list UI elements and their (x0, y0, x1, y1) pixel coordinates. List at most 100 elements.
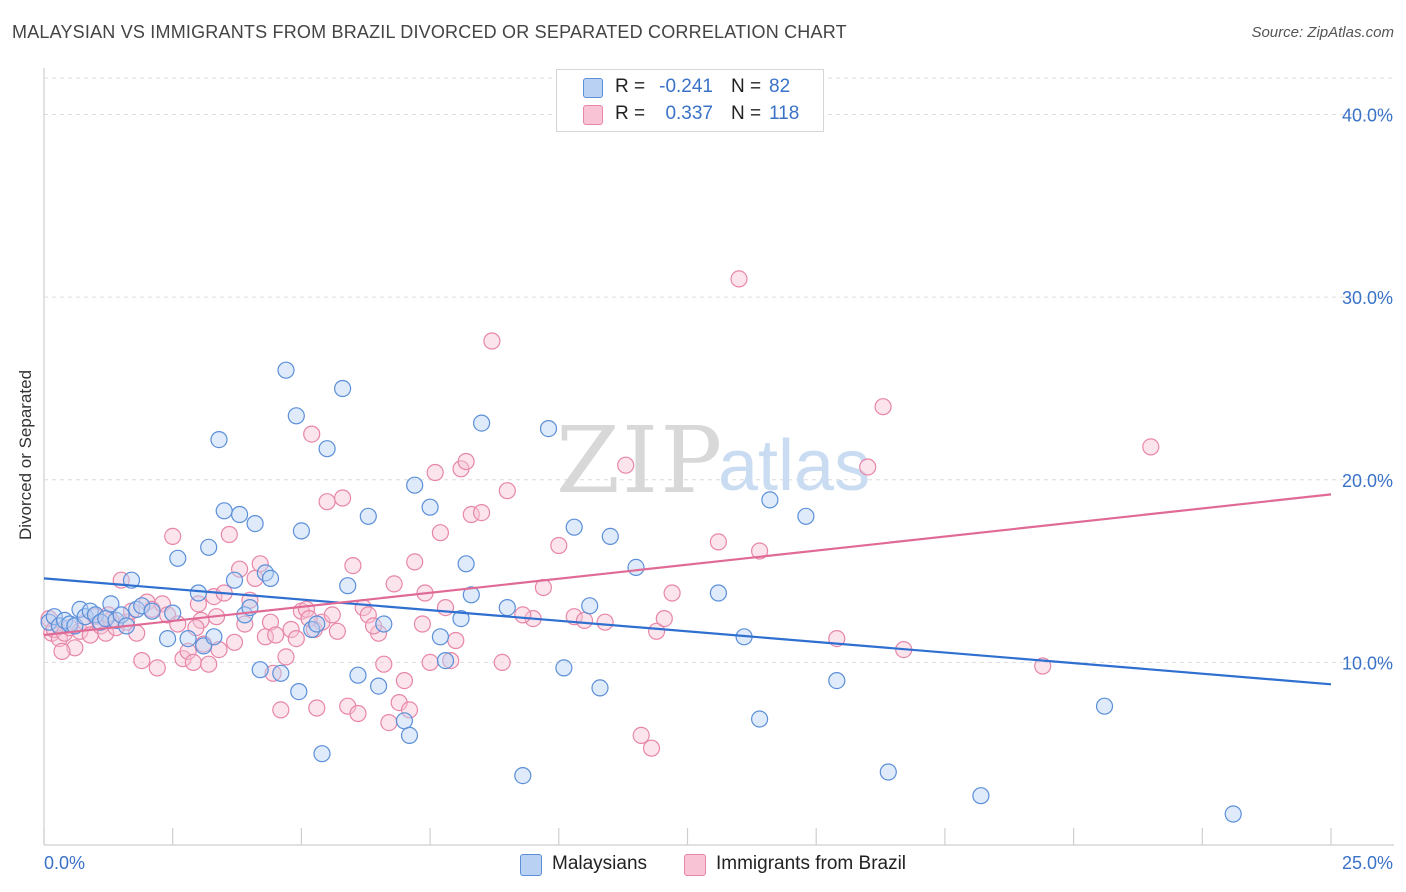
brazil-point (655, 609, 673, 628)
brazil-point (251, 555, 269, 573)
malaysian-point (246, 514, 264, 533)
legend-n-label: N = (731, 76, 762, 97)
brazil-point (550, 536, 568, 555)
malaysian-point (828, 671, 846, 690)
brazil-point (859, 458, 877, 476)
source-label: Source: ZipAtlas.com (1251, 24, 1394, 41)
malaysian-point (452, 609, 470, 628)
brazil-point (164, 527, 182, 546)
brazil-point (53, 642, 71, 661)
brazil-point (364, 617, 383, 635)
malaysian-point (287, 407, 305, 425)
legend-row-brazil: R = 0.337 N = 118 (557, 101, 823, 127)
brazil-point (282, 620, 300, 639)
series-legend: Malaysians Immigrants from Brazil (0, 852, 1406, 878)
x-tick-label-max: 25.0% (1342, 853, 1393, 873)
legend-swatch-pink (684, 854, 706, 876)
brazil-point (413, 615, 431, 633)
malaysian-point (421, 498, 439, 516)
malaysian-point (431, 628, 449, 646)
malaysian-point (406, 476, 424, 494)
malaysian-point (565, 518, 583, 536)
brazil-point (431, 524, 449, 542)
grid-lines (44, 77, 1394, 663)
brazil-point (436, 598, 455, 617)
axes (43, 68, 1394, 846)
legend-n-value: 118 (769, 103, 800, 124)
brazil-point (447, 631, 465, 650)
brazil-point (874, 398, 892, 416)
malaysian-point (251, 661, 269, 679)
brazil-point (709, 533, 728, 551)
malaysian-point (349, 666, 367, 684)
brazil-point (308, 699, 326, 717)
legend-label-malaysians: Malaysians (552, 853, 648, 874)
malaysian-point (473, 414, 491, 432)
malaysian-point (313, 745, 331, 763)
brazil-point (596, 613, 614, 631)
watermark-zip: ZIP (556, 407, 724, 514)
x-tick-label-min: 0.0% (44, 853, 85, 873)
malaysian-point (112, 606, 130, 624)
malaysian-point (215, 502, 233, 520)
brazil-point (1142, 438, 1160, 456)
malaysian-point (308, 615, 326, 633)
brazil-point (200, 655, 218, 673)
malaysian-point (277, 361, 295, 379)
malaysian-point (627, 558, 645, 577)
malaysian-point (436, 651, 455, 670)
malaysian-point (581, 597, 599, 615)
chart-title: MALAYSIAN VS IMMIGRANTS FROM BRAZIL DIVO… (12, 22, 847, 42)
y-tick-label: 10.0% (1342, 653, 1393, 673)
malaysian-point (210, 431, 228, 449)
legend-r-value: -0.241 (659, 76, 713, 97)
malaysian-point (45, 608, 63, 626)
brazil-point (457, 452, 475, 471)
malaysian-point (359, 507, 377, 525)
malaysian-point (159, 629, 177, 648)
brazil-point (406, 553, 424, 571)
brazil-point (66, 639, 84, 657)
brazil-point (473, 503, 491, 522)
brazil-point (148, 659, 166, 677)
malaysian-point (164, 604, 182, 622)
brazil-point (328, 622, 346, 640)
brazil-point (380, 713, 398, 732)
trend-lines (43, 493, 1332, 686)
legend-r-label: R = (615, 76, 646, 97)
brazil-point (261, 613, 280, 631)
brazil-point (179, 642, 197, 661)
brazil-point (231, 560, 249, 578)
malaysian-point (334, 379, 352, 398)
brazil-point (323, 606, 341, 624)
malaysian-point (514, 766, 532, 785)
stats-legend: R = -0.241 N = 82 R = 0.337 N = 118 (556, 69, 824, 132)
brazil-point (750, 542, 769, 560)
malaysian-point (1095, 697, 1114, 715)
malaysian-point (761, 491, 779, 509)
brazil-point (220, 525, 238, 544)
malaysian-point (292, 522, 310, 540)
legend-r-value: 0.337 (665, 103, 713, 124)
brazil-point (730, 270, 748, 288)
legend-swatch-pink (583, 105, 603, 125)
brazil-point (395, 671, 413, 690)
malaysian-point (601, 527, 619, 546)
malaysian-point (102, 595, 120, 613)
malaysian-point (972, 787, 990, 805)
brazil-point (303, 425, 321, 443)
legend-swatch-blue (520, 854, 542, 876)
malaysians-trend-line (43, 577, 1332, 686)
brazil-point (133, 651, 151, 670)
brazil-point (426, 463, 444, 482)
brazil-point (385, 575, 403, 593)
malaysian-point (318, 440, 336, 458)
brazil-point (663, 584, 681, 602)
malaysian-point (290, 682, 308, 701)
legend-swatch-blue (583, 78, 603, 98)
malaysian-point (143, 602, 161, 620)
brazil-point (575, 611, 594, 630)
brazil-point (225, 633, 244, 651)
malaysian-point (591, 679, 609, 697)
malaysian-point (189, 584, 207, 602)
